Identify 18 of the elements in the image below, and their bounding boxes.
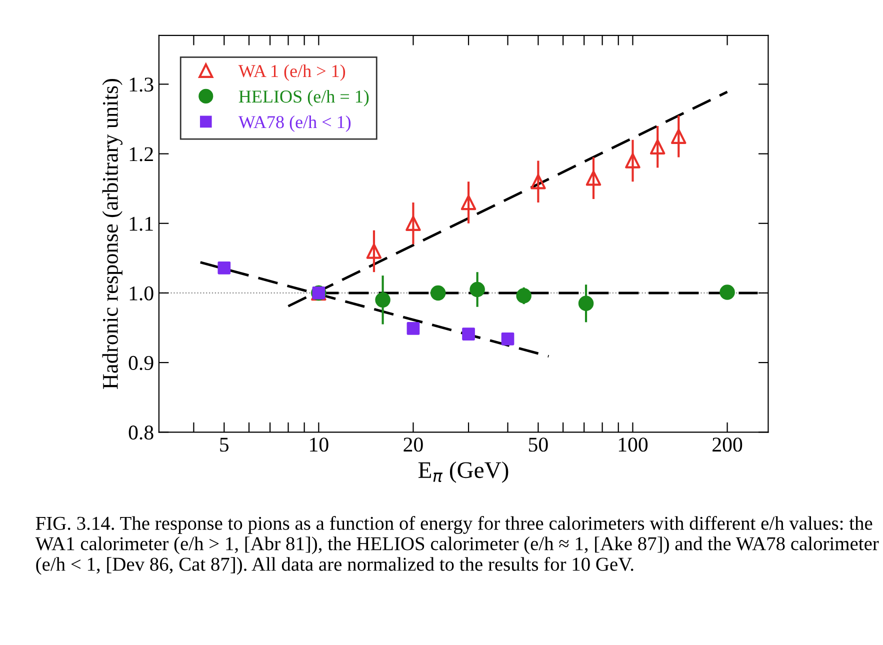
y-tick-label: 1.1: [130, 216, 153, 231]
x-tick-label: 50: [528, 438, 548, 452]
y-tick-label: 1.0: [130, 286, 154, 300]
legend-label: WA78 (e/h < 1): [238, 116, 351, 132]
x-axis-title: E$_{π}$ (GeV): [418, 461, 508, 483]
legend-label: HELIOS (e/h = 1): [238, 90, 369, 106]
legend-label: WA 1 (e/h > 1): [238, 64, 346, 81]
caption: FIG. 3.14. The response to pions as a function of energy for three calorimeters with different e/h values: the WA1 calorimeter (e/h > 1, [Abr 81]), the HELIOS calorimeter (e/h ≈ 1, [Ake 87]) and the WA78 calorimeter (e/h < 1, [Dev 86, Cat 87]). All data are normalized to the results for 10 GeV.: [35, 516, 879, 575]
y-tick-label: 0.9: [128, 356, 154, 370]
y-axis-title: Hadronic response (arbitrary units): [102, 78, 122, 389]
y-tick-label: 1.2: [130, 147, 153, 162]
y-tick-label: 1.3: [130, 78, 154, 92]
x-tick-label: 100: [618, 438, 648, 452]
y-tick-label: 0.8: [128, 426, 154, 440]
x-tick-label: 10: [310, 438, 328, 452]
x-tick-label: 5: [220, 438, 229, 452]
x-tick-label: 20: [404, 438, 423, 452]
x-tick-label: 200: [712, 438, 742, 452]
